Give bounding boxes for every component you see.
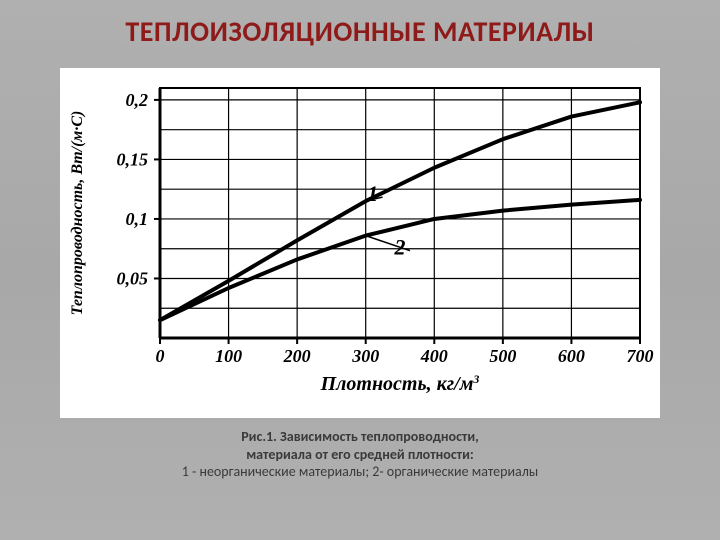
svg-text:0,05: 0,05 xyxy=(117,268,149,288)
caption-line2: материала от его средней плотности: xyxy=(246,446,474,463)
svg-text:300: 300 xyxy=(351,346,379,366)
chart-figure: 0 100 200 300 400 500 600 700 0,05 0,1 0,15 0,2 1 2 Пл… xyxy=(60,68,660,418)
page-title: ТЕПЛОИЗОЛЯЦИОННЫЕ МАТЕРИАЛЫ xyxy=(0,14,720,49)
svg-text:2: 2 xyxy=(394,235,406,260)
svg-text:Теплопроводность, Вт/(м·С): Теплопроводность, Вт/(м·С) xyxy=(69,111,86,316)
svg-text:700: 700 xyxy=(627,346,654,366)
svg-text:Плотность, кг/м3: Плотность, кг/м3 xyxy=(320,372,480,395)
svg-text:1: 1 xyxy=(367,181,378,206)
caption-line3: 1 - неорганические материалы; 2- органич… xyxy=(182,463,538,480)
svg-text:600: 600 xyxy=(558,346,585,366)
svg-text:100: 100 xyxy=(215,346,242,366)
svg-text:0: 0 xyxy=(156,346,165,366)
svg-text:0,1: 0,1 xyxy=(126,209,149,229)
svg-text:0,2: 0,2 xyxy=(126,90,149,110)
svg-text:200: 200 xyxy=(283,346,311,366)
svg-text:500: 500 xyxy=(489,346,516,366)
figure-caption: Рис.1. Зависимость теплопроводности, мат… xyxy=(0,428,720,481)
caption-line1: Рис.1. Зависимость теплопроводности, xyxy=(241,428,479,445)
svg-text:400: 400 xyxy=(420,346,448,366)
svg-text:0,15: 0,15 xyxy=(117,149,149,169)
